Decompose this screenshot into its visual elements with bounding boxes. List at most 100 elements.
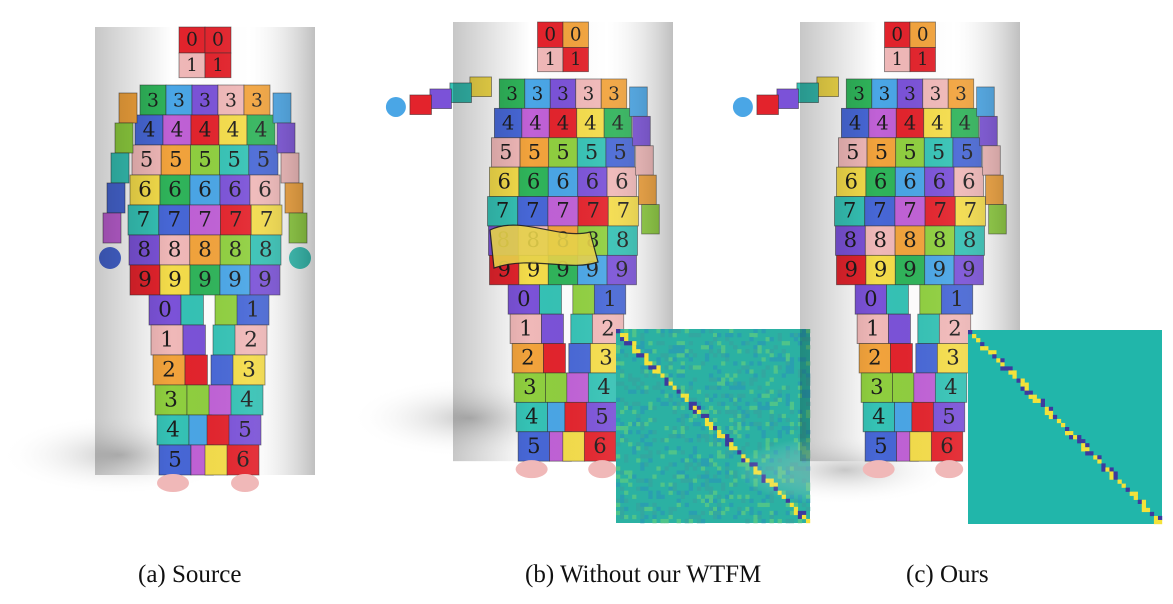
mesh-digit: 4 bbox=[931, 112, 944, 135]
heatmap-cell bbox=[1028, 394, 1033, 399]
heatmap-cell bbox=[692, 446, 698, 451]
mesh-digit: 8 bbox=[616, 227, 629, 252]
heatmap-cell bbox=[648, 478, 653, 483]
heatmap-cell bbox=[717, 494, 722, 499]
heatmap-cell bbox=[652, 405, 657, 411]
mesh-digit: 6 bbox=[228, 178, 242, 203]
heatmap-cell bbox=[628, 474, 633, 479]
heatmap-cell bbox=[680, 345, 685, 350]
heatmap-cell bbox=[717, 506, 722, 512]
caption-without-wtfm: (b) Without our WTFM bbox=[525, 561, 762, 588]
heatmap-cell bbox=[668, 393, 673, 398]
heatmap-cell bbox=[664, 373, 669, 378]
heatmap-cell bbox=[640, 506, 645, 512]
mesh-cell bbox=[982, 145, 1001, 176]
heatmap-cell bbox=[652, 474, 657, 479]
heatmap-cell bbox=[692, 413, 698, 419]
heatmap-cell bbox=[757, 401, 762, 406]
mesh-cell bbox=[102, 212, 122, 244]
heatmap-cell bbox=[713, 333, 718, 338]
heatmap-cell bbox=[640, 341, 645, 346]
foot-shape bbox=[231, 474, 259, 492]
heatmap-cell bbox=[757, 502, 762, 508]
heatmap-cell bbox=[624, 438, 629, 443]
heatmap-cell bbox=[620, 478, 625, 483]
heatmap-cell bbox=[781, 341, 786, 346]
heatmap-cell bbox=[749, 337, 754, 342]
heatmap-cell bbox=[656, 494, 661, 499]
mesh-cell bbox=[886, 284, 909, 315]
heatmap-cell bbox=[785, 518, 790, 524]
mesh-cell bbox=[180, 294, 204, 326]
heatmap-cell bbox=[721, 377, 726, 382]
heatmap-cell bbox=[1157, 519, 1163, 525]
heatmap-cell bbox=[700, 510, 706, 516]
heatmap-cell bbox=[749, 506, 754, 512]
heatmap-cell bbox=[1149, 511, 1155, 517]
heatmap-cell bbox=[1052, 414, 1058, 420]
mesh-digit: 9 bbox=[962, 257, 975, 282]
heatmap-cell bbox=[805, 430, 811, 435]
heatmap-cell bbox=[620, 486, 625, 491]
heatmap-cell bbox=[725, 438, 730, 443]
heatmap-cell bbox=[616, 454, 621, 459]
heatmap-cell bbox=[616, 498, 621, 503]
heatmap-cell bbox=[632, 474, 637, 479]
heatmap-cell bbox=[648, 454, 653, 459]
heatmap-cell bbox=[620, 349, 625, 354]
heatmap-cell bbox=[1081, 447, 1086, 452]
heatmap-cell bbox=[632, 345, 637, 350]
heatmap-cell bbox=[652, 438, 657, 443]
heatmap-cell bbox=[1036, 398, 1041, 403]
heatmap-cell bbox=[777, 353, 782, 358]
heatmap-cell bbox=[721, 345, 726, 350]
heatmap-cell bbox=[660, 329, 665, 334]
heatmap-cell bbox=[660, 470, 665, 475]
heatmap-cell bbox=[805, 409, 811, 415]
heatmap-cell bbox=[620, 369, 625, 374]
heatmap-cell bbox=[713, 510, 718, 516]
mesh-digit: 9 bbox=[615, 257, 628, 282]
mesh-digit: 6 bbox=[593, 433, 606, 458]
mesh-digit: 5 bbox=[168, 448, 182, 473]
mesh-digit: 7 bbox=[496, 198, 509, 223]
heatmap-cell bbox=[757, 442, 762, 447]
mesh-cell bbox=[985, 174, 1004, 205]
heatmap-cell bbox=[729, 450, 734, 455]
heatmap-cell bbox=[680, 450, 685, 455]
heatmap-cell bbox=[676, 470, 681, 475]
heatmap-cell bbox=[797, 413, 803, 419]
heatmap-cell bbox=[668, 510, 673, 516]
heatmap-cell bbox=[805, 393, 811, 398]
heatmap-cell bbox=[757, 393, 762, 398]
mesh-cell bbox=[110, 152, 130, 184]
heatmap-cell bbox=[773, 397, 778, 402]
heatmap-cell bbox=[692, 365, 698, 370]
heatmap-cell bbox=[676, 490, 681, 495]
heatmap-cell bbox=[1085, 447, 1090, 452]
heatmap-cell bbox=[801, 329, 807, 334]
mesh-cell bbox=[409, 94, 432, 115]
heatmap-cell bbox=[725, 466, 730, 471]
heatmap-cell bbox=[660, 482, 665, 487]
heatmap-cell bbox=[656, 369, 661, 374]
heatmap-cell bbox=[688, 365, 693, 370]
mesh-digit: 1 bbox=[519, 315, 532, 340]
heatmap-cell bbox=[676, 434, 681, 439]
heatmap-cell bbox=[616, 381, 621, 386]
heatmap-cell bbox=[640, 381, 645, 386]
heatmap-cell bbox=[1056, 418, 1062, 424]
heatmap-cell bbox=[725, 337, 730, 342]
heatmap-cell bbox=[777, 430, 782, 435]
heatmap-cell bbox=[660, 389, 665, 394]
mesh-digit: 8 bbox=[229, 238, 243, 263]
caption-source: (a) Source bbox=[138, 561, 242, 588]
heatmap-cell bbox=[672, 434, 677, 439]
heatmap-cell bbox=[696, 333, 702, 338]
heatmap-cell bbox=[769, 401, 774, 406]
heatmap-cell bbox=[761, 405, 766, 411]
heatmap-cell bbox=[636, 478, 641, 483]
heatmap-cell bbox=[785, 341, 790, 346]
heatmap-cell bbox=[717, 401, 722, 406]
heatmap-cell bbox=[660, 438, 665, 443]
